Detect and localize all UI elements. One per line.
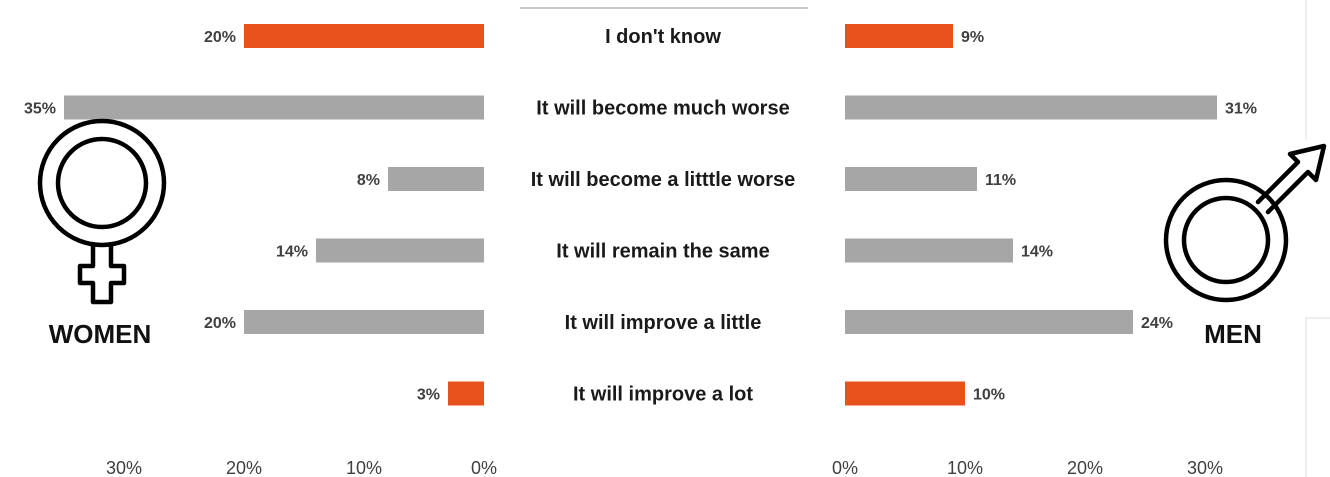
women-bar [64,95,484,120]
category-label: I don't know [605,26,721,48]
men-bar [845,167,977,191]
men-value-label: 31% [1225,101,1257,118]
men-value-label: 11% [985,172,1016,189]
women-value-label: 20% [204,29,236,46]
women-axis-tick: 30% [106,458,142,477]
women-bar [388,167,484,191]
men-label: MEN [1204,319,1262,349]
women-value-label: 20% [204,315,236,332]
men-value-label: 9% [961,29,984,46]
men-value-label: 24% [1141,315,1173,332]
women-bar [244,310,484,334]
category-label: It will remain the same [556,241,769,263]
women-value-label: 14% [276,244,308,261]
men-bar [845,381,965,406]
women-bar [448,381,484,406]
women-value-label: 8% [357,172,380,189]
men-value-label: 10% [973,387,1005,404]
category-label: It will improve a lot [573,384,753,406]
category-label: It will become a litttle worse [531,169,796,191]
women-axis-tick: 10% [346,458,382,477]
male-symbol-icon [1163,143,1327,303]
women-bar [316,238,484,263]
men-bar [845,24,953,48]
men-axis-tick: 10% [947,458,983,477]
men-axis-tick: 30% [1187,458,1223,477]
female-symbol-icon [37,118,167,305]
men-value-label: 14% [1021,244,1053,261]
men-bar [845,95,1217,120]
women-axis-tick: 0% [471,458,497,477]
women-axis-tick: 20% [226,458,262,477]
men-bar [845,238,1013,263]
men-axis-tick: 20% [1067,458,1103,477]
women-bar [244,24,484,48]
women-value-label: 3% [417,387,440,404]
bars-layer [64,24,1217,406]
category-label: It will improve a little [565,312,762,334]
men-bar [845,310,1133,334]
ticks-layer: 30% 20% 10% 0% 0% 10% 20% 30% [106,458,1223,477]
women-label: WOMEN [49,319,152,349]
women-value-label: 35% [24,101,56,118]
category-label: It will become much worse [536,98,789,120]
labels-layer: I don't know 20% 9% It will become much wor… [24,26,1257,406]
men-axis-tick: 0% [832,458,858,477]
